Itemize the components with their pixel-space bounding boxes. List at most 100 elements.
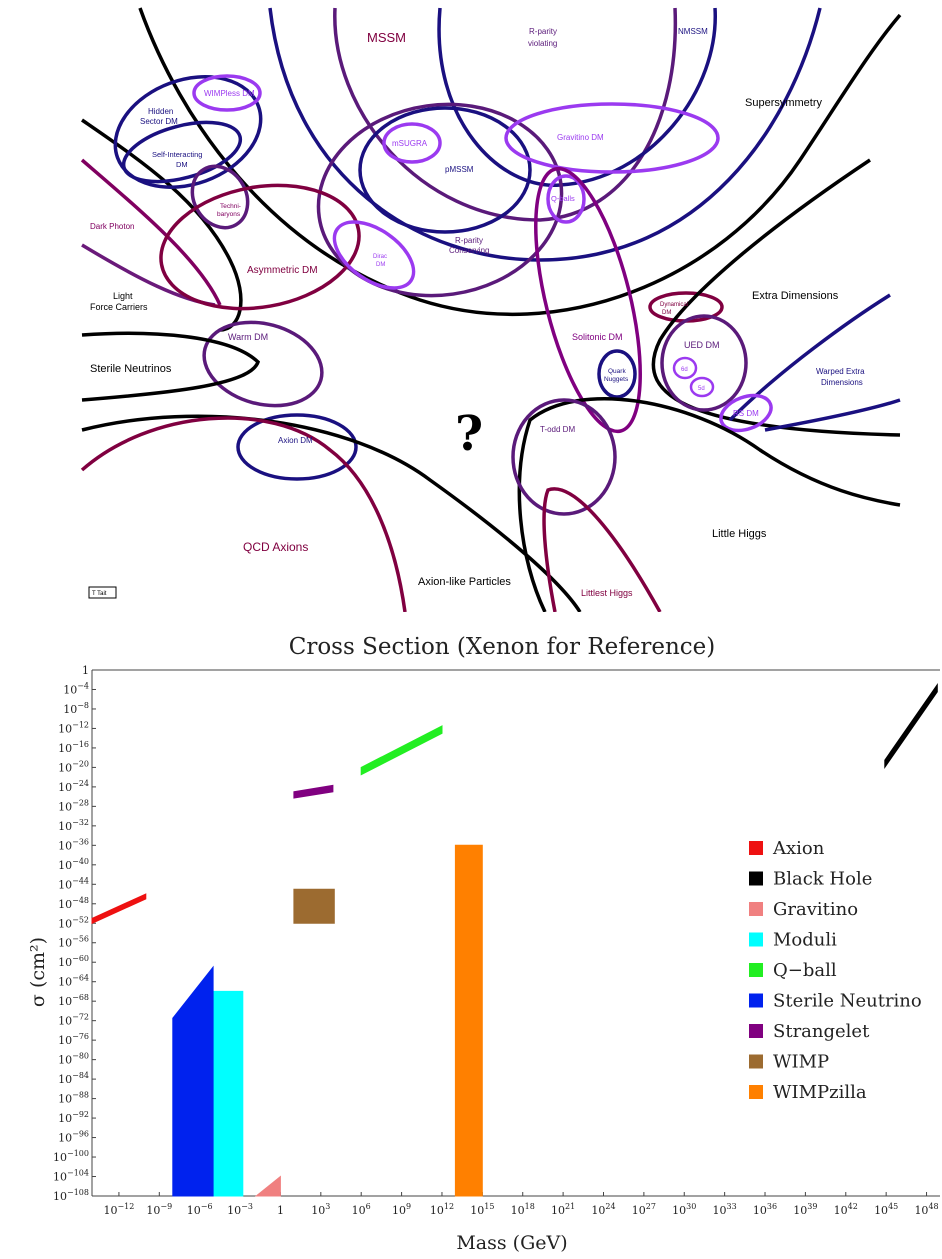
- dark-photon-curve: [80, 158, 222, 306]
- label-little-higgs: Little Higgs: [712, 528, 767, 540]
- x-tick-label: 1048: [914, 1202, 938, 1217]
- x-tick-label: 1: [277, 1204, 284, 1217]
- label-dynamical-2: DM: [662, 310, 671, 316]
- label-self-interacting-1: Self-Interacting: [152, 150, 202, 159]
- pmssm-ellipse: [358, 106, 532, 234]
- x-tick-label: 109: [392, 1202, 411, 1217]
- series-wimp-band: [293, 888, 335, 924]
- cross-section-chart: Cross Section (Xenon for Reference) Mass…: [27, 634, 940, 1254]
- light-force-carriers-curve: [81, 118, 243, 332]
- y-tick-label: 10−32: [58, 818, 89, 833]
- label-todd-dm: T-odd DM: [540, 425, 575, 434]
- legend-swatch-wimp: [749, 1054, 763, 1069]
- warm-dm-ellipse: [202, 320, 324, 408]
- x-tick-label: 1012: [430, 1202, 454, 1217]
- y-tick-label: 10−76: [58, 1032, 89, 1047]
- y-tick-label: 10−16: [58, 740, 89, 755]
- y-tick-label: 10−100: [53, 1149, 89, 1164]
- legend-label-black-hole: Black Hole: [773, 869, 872, 890]
- light-curve-lower: [81, 243, 216, 307]
- label-supersymmetry: Supersymmetry: [745, 97, 823, 109]
- x-tick-label: 10−9: [146, 1202, 172, 1217]
- asymmetric-dm-ellipse: [159, 183, 361, 311]
- label-self-interacting-2: DM: [176, 160, 188, 169]
- legend-swatch-sterile-neutrino: [749, 993, 763, 1008]
- series-wimpzilla-band: [454, 844, 483, 1197]
- legend-swatch-wimpzilla: [749, 1085, 763, 1099]
- credit-box: [88, 586, 117, 599]
- x-tick-label: 1036: [753, 1202, 777, 1217]
- hidden-sector-ellipse: [113, 75, 263, 189]
- label-6d: 6d: [681, 367, 688, 373]
- sterile-neutrinos-curve: [81, 331, 261, 402]
- y-tick-label: 10−84: [58, 1071, 89, 1086]
- x-tick-label: 103: [311, 1202, 330, 1217]
- legend-swatch-strangelet: [749, 1024, 763, 1038]
- series-layer: [91, 683, 938, 1197]
- label-asymmetric-dm: Asymmetric DM: [247, 265, 318, 276]
- y-tick-label: 10−48: [58, 896, 89, 911]
- y-tick-label: 10−64: [58, 974, 89, 989]
- y-tick-label: 10−36: [58, 837, 89, 852]
- x-tick-label: 10−6: [187, 1202, 213, 1217]
- y-tick-label: 10−40: [58, 857, 89, 872]
- legend: Axion Black Hole Gravitino Moduli Q−ball Ster…: [749, 838, 922, 1103]
- solitonic-dm-ellipse: [534, 166, 642, 434]
- x-tick-label: 1024: [591, 1202, 615, 1217]
- y-tick-label: 10−44: [58, 876, 89, 891]
- label-dark-photon: Dark Photon: [90, 222, 134, 231]
- legend-swatch-black-hole: [749, 871, 763, 886]
- label-wimpless: WIMPless DM: [204, 89, 255, 98]
- 5d-ellipse: [689, 376, 715, 398]
- label-pmssm: pMSSM: [445, 165, 474, 174]
- warped-extra-dimensions-curve: [728, 293, 891, 422]
- y-tick-label: 10−88: [58, 1091, 89, 1106]
- label-qballs: Q-balls: [551, 194, 575, 203]
- y-tick-label: 10−20: [58, 759, 89, 774]
- label-rs-dm: RS DM: [733, 409, 759, 418]
- chart-title: Cross Section (Xenon for Reference): [289, 634, 716, 660]
- littlest-higgs-curve: [542, 487, 662, 612]
- x-tick-label: 1018: [511, 1202, 535, 1217]
- series-axion-band: [91, 893, 147, 925]
- supersymmetry-boundary-curve: [268, 7, 822, 262]
- wimpless-ellipse: [192, 74, 262, 112]
- dirac-dm-ellipse: [332, 220, 416, 290]
- label-msugra: mSUGRA: [392, 139, 428, 148]
- label-sterile-neutrinos: Sterile Neutrinos: [90, 363, 172, 375]
- label-dirac-1: Dirac: [373, 254, 387, 260]
- legend-label-q-ball: Q−ball: [773, 960, 837, 981]
- y-tick-label: 10−8: [63, 701, 89, 716]
- y-tick-label: 10−96: [58, 1130, 89, 1145]
- rs-dm-ellipse: [719, 393, 773, 433]
- legend-label-wimp: WIMP: [773, 1052, 829, 1073]
- msugra-ellipse: [382, 122, 442, 164]
- y-tick-label: 10−92: [58, 1110, 89, 1125]
- legend-swatch-q-ball: [749, 963, 763, 977]
- label-dirac-2: DM: [376, 262, 385, 268]
- self-interacting-ellipse: [121, 120, 243, 184]
- label-ued-dm: UED DM: [684, 340, 720, 350]
- label-extra-dimensions: Extra Dimensions: [752, 290, 839, 302]
- y-tick-label: 1: [82, 664, 89, 677]
- label-hidden-1: Hidden: [148, 107, 173, 116]
- label-technibaryons-1: Techni-: [220, 203, 241, 210]
- y-tick-label: 10−4: [63, 681, 89, 696]
- axion-dm-ellipse: [236, 413, 358, 481]
- x-tick-label: 106: [352, 1202, 371, 1217]
- alp-curve: [81, 414, 582, 612]
- y-tick-label: 10−28: [58, 798, 89, 813]
- label-nmssm: NMSSM: [678, 27, 708, 36]
- series-q-ball-band: [360, 725, 443, 776]
- label-axion-dm: Axion DM: [278, 436, 313, 445]
- y-tick-label: 10−72: [58, 1013, 89, 1028]
- label-warped-2: Dimensions: [821, 378, 863, 387]
- legend-label-axion: Axion: [772, 838, 825, 859]
- y-tick-label: 10−80: [58, 1052, 89, 1067]
- series-strangelet-band: [293, 784, 334, 799]
- x-tick-label: 1027: [632, 1202, 656, 1217]
- series-black-hole-band: [884, 683, 938, 769]
- legend-label-sterile-neutrino: Sterile Neutrino: [773, 991, 922, 1012]
- label-littlest-higgs: Littlest Higgs: [581, 588, 633, 598]
- legend-label-moduli: Moduli: [773, 930, 837, 951]
